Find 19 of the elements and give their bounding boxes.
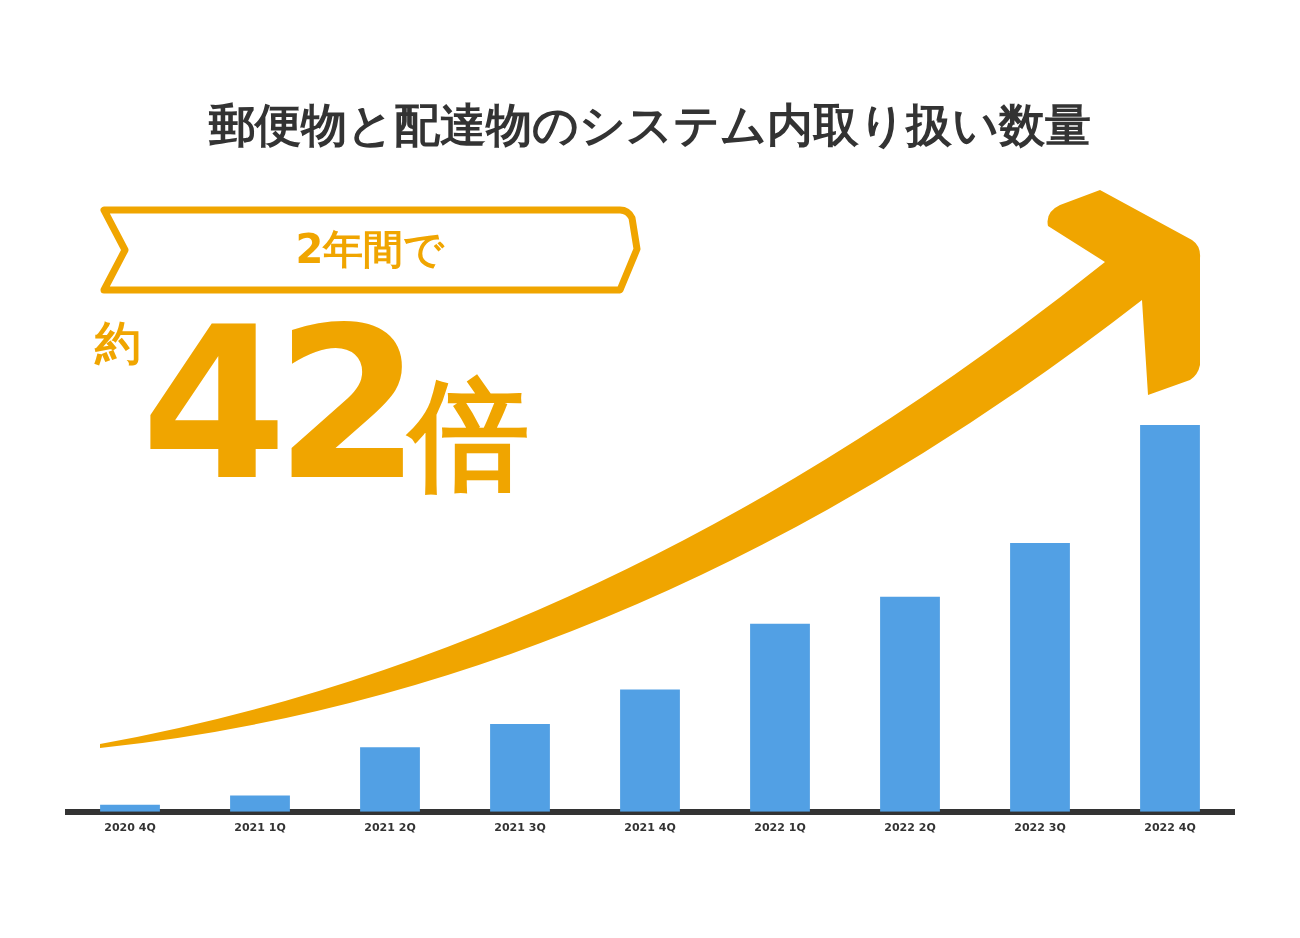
bar — [230, 795, 290, 812]
x-tick-label: 2022 3Q — [1014, 821, 1066, 835]
bar — [360, 747, 420, 812]
chart-title: 郵便物と配達物のシステム内取り扱い数量 — [207, 97, 1092, 154]
x-tick-label: 2021 3Q — [494, 821, 546, 835]
bar — [750, 623, 810, 812]
bar — [1140, 425, 1200, 812]
x-tick-label: 2020 4Q — [104, 821, 156, 835]
x-tick-label: 2022 1Q — [754, 821, 806, 835]
bar — [490, 724, 550, 812]
text: 2年間で — [294, 225, 446, 274]
bar — [1010, 542, 1070, 812]
x-tick-label: 2022 4Q — [1144, 821, 1196, 835]
bar — [880, 596, 940, 812]
x-tick-label: 2021 4Q — [624, 821, 676, 835]
x-tick-label: 2022 2Q — [884, 821, 936, 835]
x-tick-label: 2021 1Q — [234, 821, 286, 835]
bar — [620, 689, 680, 812]
x-tick-label: 2021 2Q — [364, 821, 416, 835]
